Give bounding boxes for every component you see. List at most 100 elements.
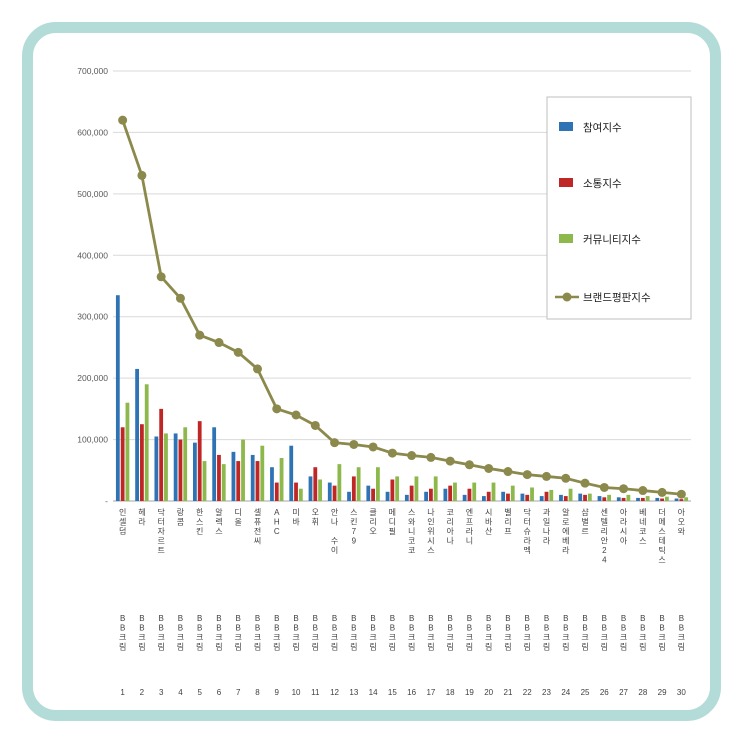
bar	[202, 461, 207, 501]
bar	[125, 402, 130, 501]
category-rank-label: 13	[349, 688, 358, 697]
category-rank-label: 11	[311, 688, 320, 697]
bar	[404, 494, 409, 501]
category-rank-label: 20	[484, 688, 493, 697]
bar	[221, 464, 226, 501]
category-rank-label: 15	[388, 688, 397, 697]
line-marker	[638, 486, 648, 496]
bar	[255, 461, 260, 501]
bar	[443, 488, 448, 501]
bar	[347, 491, 351, 501]
category-rank-label: 21	[504, 688, 513, 697]
bar	[414, 476, 419, 501]
category-rank-label: 27	[619, 688, 628, 697]
bar	[665, 496, 669, 501]
bar	[159, 408, 164, 501]
bar	[602, 497, 607, 501]
bar	[621, 497, 626, 501]
line-marker	[233, 347, 243, 357]
line-marker	[426, 452, 436, 462]
bar	[525, 494, 530, 501]
category-rank-label: 9	[275, 688, 280, 697]
bar	[115, 295, 120, 501]
bar	[506, 493, 510, 501]
line-marker	[464, 460, 474, 470]
bar	[433, 476, 438, 501]
bar	[501, 491, 506, 501]
bar	[183, 427, 188, 501]
category-rank-label: 4	[178, 688, 183, 697]
bar	[318, 479, 322, 501]
y-axis-tick-label: 100,000	[77, 435, 108, 445]
bar	[294, 482, 298, 501]
line-marker	[310, 420, 320, 430]
bar	[482, 496, 486, 501]
bar	[270, 467, 274, 501]
category-rank-label: 26	[600, 688, 609, 697]
y-axis-tick-label: 700,000	[77, 66, 108, 76]
bar	[674, 498, 679, 501]
bar	[472, 482, 477, 501]
bar	[491, 482, 496, 501]
bar	[597, 496, 602, 501]
category-rank-label: 29	[658, 688, 667, 697]
category-rank-label: 6	[217, 688, 222, 697]
bar	[250, 454, 255, 501]
line-marker	[484, 463, 494, 473]
bar	[279, 458, 284, 501]
bar	[655, 497, 660, 501]
bar	[568, 488, 573, 501]
bar	[289, 445, 294, 501]
line-marker	[522, 470, 532, 480]
bar	[140, 424, 144, 501]
bar	[467, 488, 472, 501]
category-rank-label: 19	[465, 688, 474, 697]
line-marker	[214, 338, 224, 348]
category-rank-label: 12	[330, 688, 339, 697]
bar	[395, 476, 400, 501]
bar	[559, 494, 563, 501]
bar	[486, 491, 491, 501]
teal-frame: - 100,000 200,000 300,000 400,000 500,000 600,…	[22, 22, 721, 721]
line-marker	[330, 438, 340, 448]
bar	[390, 479, 395, 501]
bar	[578, 493, 583, 501]
bar	[178, 439, 183, 501]
bar	[563, 496, 568, 501]
line-marker	[156, 272, 166, 282]
bar	[274, 482, 279, 501]
bar	[424, 491, 428, 501]
bar	[587, 493, 592, 501]
category-rank-label: 25	[581, 688, 590, 697]
line-marker	[619, 484, 629, 494]
category-rank-label: 7	[236, 688, 241, 697]
category-rank-label: 28	[638, 688, 647, 697]
